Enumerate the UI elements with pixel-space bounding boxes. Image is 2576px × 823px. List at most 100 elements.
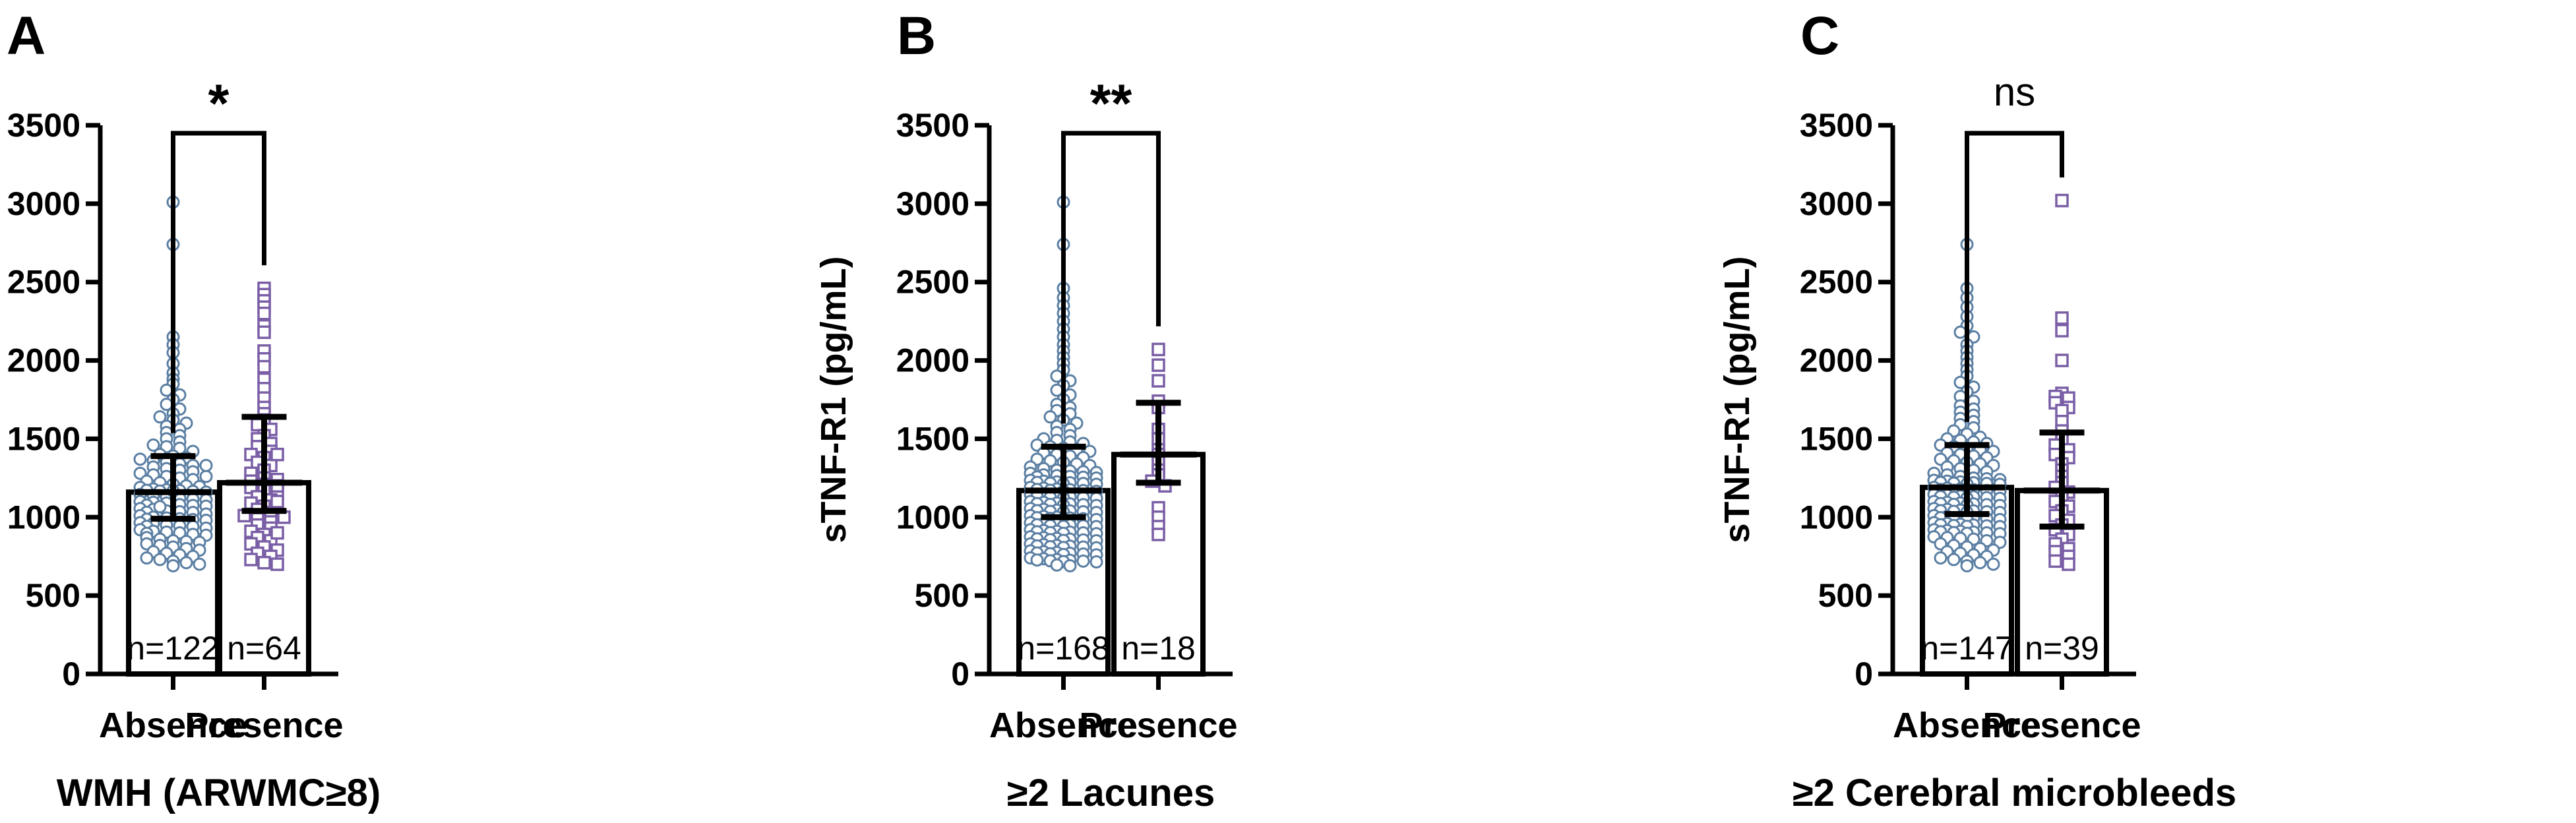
series-absence: n=122 — [126, 195, 220, 677]
data-point — [1934, 551, 1947, 565]
data-point — [146, 438, 160, 452]
error-bar — [226, 413, 303, 514]
error-bar — [1120, 400, 1197, 486]
data-point — [1063, 559, 1077, 572]
y-tick-label: 2000 — [1800, 342, 1873, 379]
series-presence: n=64 — [217, 281, 311, 677]
data-point — [153, 553, 167, 566]
data-point — [1151, 374, 1165, 388]
data-point — [140, 551, 154, 565]
data-point — [1151, 528, 1165, 541]
y-tick-label: 1500 — [1800, 420, 1873, 457]
panel-b: Bn=168 Absence n=18 Presence 0 500 1000 1500 200… — [814, 6, 1238, 814]
data-point — [1947, 553, 1961, 566]
error-bar — [2023, 429, 2101, 530]
y-tick-label: 1500 — [7, 420, 80, 457]
y-tick-label: 1000 — [896, 499, 969, 535]
y-tick-label: 3000 — [896, 185, 969, 222]
x-axis-label: WMH (ARWMC≥8) — [57, 772, 381, 814]
y-tick-label: 2500 — [1800, 264, 1873, 301]
error-bar — [135, 453, 212, 522]
y-axis-label: sTNF-R1 (pg/mL) — [1717, 257, 1757, 543]
data-point — [1151, 358, 1165, 372]
series-presence: n=18 — [1111, 342, 1206, 677]
data-point — [1973, 556, 1987, 570]
n-label: n=147 — [1920, 630, 2013, 667]
error-bar — [1025, 443, 1102, 520]
category-label: Presence — [1079, 706, 1237, 745]
data-point — [153, 500, 167, 514]
data-point — [1043, 410, 1057, 424]
data-point — [270, 495, 284, 508]
data-point — [153, 410, 167, 424]
n-label: n=168 — [1017, 630, 1109, 667]
category-label: Absence — [989, 706, 1138, 745]
data-point — [1030, 553, 1044, 567]
data-point — [1089, 555, 1103, 569]
significance-label: ns — [1994, 70, 2035, 114]
series-presence: n=39 — [2015, 193, 2109, 677]
bar-presence — [217, 479, 311, 677]
data-point — [244, 553, 258, 566]
n-label: n=18 — [1121, 630, 1196, 667]
n-label: n=39 — [2025, 630, 2099, 667]
y-tick-label: 2500 — [896, 264, 969, 301]
y-tick-label: 2500 — [7, 264, 80, 301]
x-axis-label: ≥2 Cerebral microbleeds — [1793, 772, 2236, 814]
data-point — [166, 559, 180, 572]
y-tick-label: 1000 — [7, 499, 80, 535]
data-point — [1953, 325, 1967, 339]
data-point — [1986, 557, 2000, 571]
significance-label: * — [208, 74, 230, 134]
y-tick-label: 3500 — [7, 107, 80, 144]
data-point — [1151, 342, 1165, 357]
error-bar — [1928, 442, 2006, 518]
data-point — [2055, 311, 2069, 325]
y-tick-label: 2000 — [896, 342, 969, 379]
panel-letter: A — [7, 6, 46, 66]
panel-letter: B — [897, 6, 936, 66]
data-point — [133, 452, 147, 466]
y-tick-label: 3500 — [1800, 107, 1873, 144]
y-tick-label: 3500 — [896, 107, 969, 144]
bracket-line — [1965, 131, 2064, 422]
y-tick-label: 1500 — [896, 420, 969, 457]
significance-bracket: ** — [1061, 74, 1161, 424]
y-tick-label: 0 — [1855, 655, 1873, 692]
y-tick-label: 1000 — [1800, 499, 1873, 535]
data-point — [270, 557, 284, 571]
n-label: n=122 — [127, 630, 219, 667]
y-tick-label: 3000 — [7, 185, 80, 222]
significance-bracket: ns — [1965, 70, 2064, 422]
data-point — [270, 526, 284, 540]
data-point — [199, 470, 213, 483]
data-point — [2062, 557, 2075, 571]
series-absence: n=168 — [1016, 195, 1111, 677]
data-point — [2055, 324, 2069, 338]
data-point — [179, 556, 193, 570]
category-label: Absence — [99, 706, 247, 745]
data-point — [2048, 554, 2062, 568]
panel-c: Cn=147 Absence n=39 Presence 0 500 1000 1500 200… — [1717, 6, 2236, 814]
y-tick-label: 2000 — [7, 342, 80, 379]
category-label: Presence — [185, 706, 343, 745]
significance-label: ** — [1090, 74, 1132, 134]
y-tick-label: 3000 — [1800, 185, 1873, 222]
panel-letter: C — [1800, 6, 1839, 66]
data-point — [1076, 554, 1090, 568]
significance-bracket: * — [171, 74, 266, 433]
category-label: Absence — [1893, 706, 2041, 745]
y-tick-label: 500 — [1818, 577, 1873, 614]
data-point — [257, 555, 271, 570]
data-point — [1960, 559, 1974, 572]
data-point — [257, 307, 271, 320]
y-tick-label: 0 — [951, 655, 969, 692]
y-tick-label: 0 — [62, 655, 80, 692]
category-label: Presence — [1982, 706, 2141, 745]
n-label: n=64 — [227, 630, 301, 667]
data-point — [2055, 353, 2069, 367]
y-tick-label: 500 — [915, 577, 969, 614]
data-point — [257, 359, 271, 374]
y-axis-label: sTNF-R1 (pg/mL) — [814, 257, 853, 543]
